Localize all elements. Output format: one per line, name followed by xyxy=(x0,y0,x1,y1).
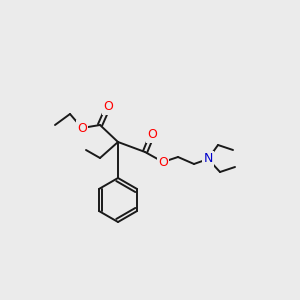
Text: N: N xyxy=(203,152,213,166)
Text: O: O xyxy=(103,100,113,113)
Text: O: O xyxy=(147,128,157,142)
Text: O: O xyxy=(77,122,87,134)
Text: O: O xyxy=(158,155,168,169)
